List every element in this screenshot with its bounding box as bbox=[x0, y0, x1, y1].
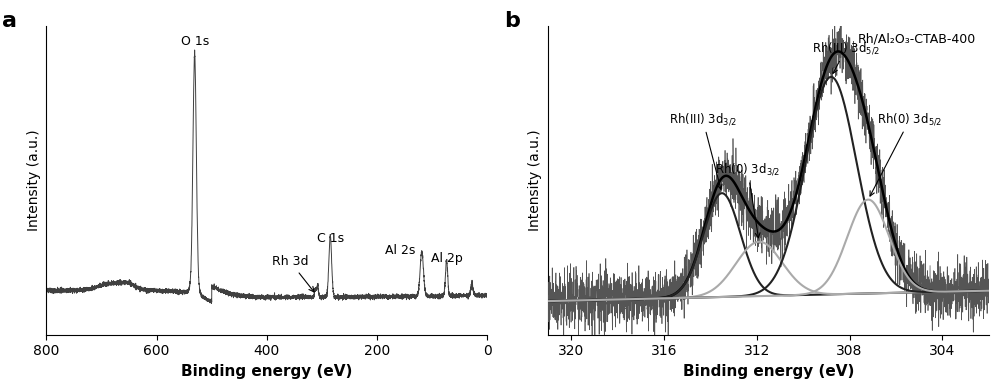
Y-axis label: Intensity (a.u.): Intensity (a.u.) bbox=[528, 129, 542, 231]
Text: C 1s: C 1s bbox=[317, 232, 344, 245]
Text: O 1s: O 1s bbox=[181, 35, 209, 48]
Y-axis label: Intensity (a.u.): Intensity (a.u.) bbox=[27, 129, 41, 231]
Text: Rh(III) 3d$_{3/2}$: Rh(III) 3d$_{3/2}$ bbox=[669, 111, 737, 189]
Text: b: b bbox=[504, 11, 520, 31]
Text: Al 2s: Al 2s bbox=[385, 244, 415, 257]
X-axis label: Binding energy (eV): Binding energy (eV) bbox=[683, 364, 854, 379]
Text: Rh 3d: Rh 3d bbox=[272, 255, 314, 292]
X-axis label: Binding energy (eV): Binding energy (eV) bbox=[181, 364, 353, 379]
Text: a: a bbox=[2, 11, 17, 31]
Text: Al 2p: Al 2p bbox=[431, 252, 462, 265]
Text: Rh(III) 3d$_{5/2}$: Rh(III) 3d$_{5/2}$ bbox=[812, 40, 881, 73]
Text: Rh(0) 3d$_{3/2}$: Rh(0) 3d$_{3/2}$ bbox=[715, 162, 780, 238]
Text: Rh/Al₂O₃-CTAB-400: Rh/Al₂O₃-CTAB-400 bbox=[857, 32, 976, 45]
Text: Rh(0) 3d$_{5/2}$: Rh(0) 3d$_{5/2}$ bbox=[870, 111, 943, 196]
